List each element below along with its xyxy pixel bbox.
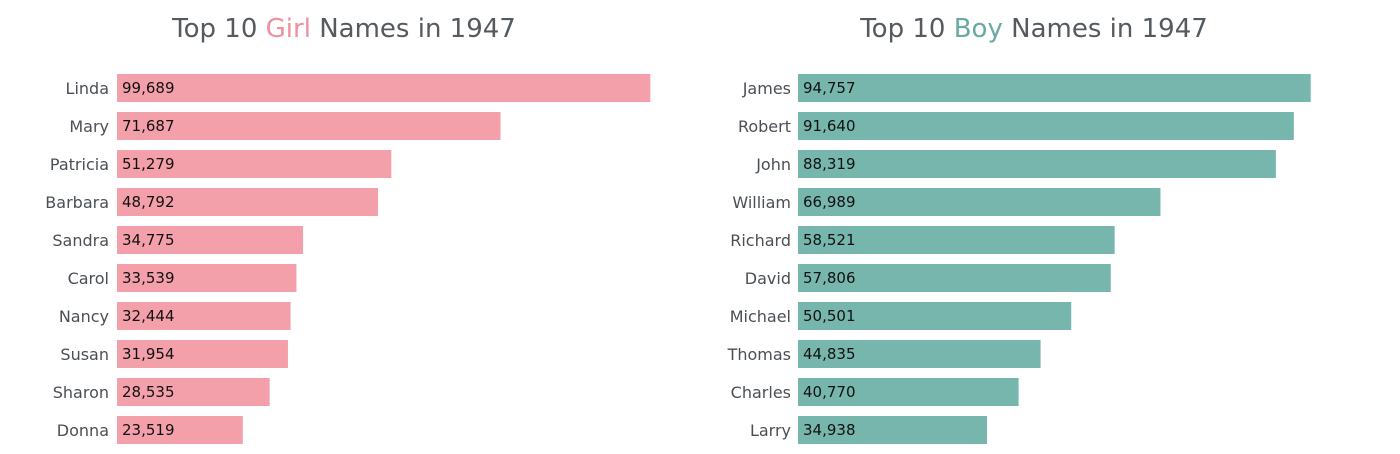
girl-value-label: 23,519 [122, 421, 175, 439]
boy-value-label: 91,640 [803, 117, 856, 135]
girl-category-label: Mary [69, 117, 109, 136]
boy-chart-title: Top 10 Boy Names in 1947 [700, 14, 1368, 44]
girl-bar-plot: Linda 99,689 Mary 71,687 Patricia 51,279 Barba… [45, 74, 651, 444]
girl-category-label: Sharon [53, 383, 109, 402]
girl-value-label: 99,689 [122, 79, 175, 97]
boy-names-chart: Top 10 Boy Names in 1947 James 94,757 Robe… [700, 0, 1400, 454]
boy-bar-william [798, 188, 1161, 216]
girl-value-label: 32,444 [122, 307, 175, 325]
boy-bar-thomas [798, 340, 1041, 368]
boy-bar-david [798, 264, 1111, 292]
boy-title-prefix: Top 10 [860, 14, 954, 44]
girl-category-label: Carol [68, 269, 109, 288]
girl-category-label: Linda [66, 79, 109, 98]
girl-value-label: 51,279 [122, 155, 175, 173]
girl-bar-patricia [117, 150, 392, 178]
girl-value-label: 31,954 [122, 345, 175, 363]
girl-category-label: Nancy [59, 307, 109, 326]
girl-title-highlight: Girl [265, 14, 311, 44]
boy-category-label: James [742, 79, 791, 98]
girl-bar-mary [117, 112, 501, 140]
girl-chart-title: Top 10 Girl Names in 1947 [0, 14, 688, 44]
girl-bar-linda [117, 74, 651, 102]
girl-bar-susan [117, 340, 288, 368]
girl-value-label: 48,792 [122, 193, 175, 211]
boy-category-label: Robert [738, 117, 791, 136]
girl-value-label: 34,775 [122, 231, 175, 249]
boy-value-label: 94,757 [803, 79, 856, 97]
boy-category-label: Charles [731, 383, 791, 402]
boy-title-suffix: Names in 1947 [1002, 14, 1208, 44]
boy-bar-richard [798, 226, 1115, 254]
boy-value-label: 34,938 [803, 421, 856, 439]
boy-category-label: David [745, 269, 791, 288]
boy-title-highlight: Boy [953, 14, 1003, 44]
girl-category-label: Susan [60, 345, 109, 364]
boy-bar-charles [798, 378, 1019, 406]
boy-category-label: Richard [730, 231, 791, 250]
girl-title-suffix: Names in 1947 [310, 14, 516, 44]
girl-bar-donna [117, 416, 243, 444]
boy-value-label: 57,806 [803, 269, 856, 287]
girl-category-label: Barbara [45, 193, 109, 212]
girl-category-label: Donna [57, 421, 109, 440]
girl-bar-sharon [117, 378, 270, 406]
girl-value-label: 28,535 [122, 383, 175, 401]
girl-title-prefix: Top 10 [172, 14, 266, 44]
boy-value-label: 66,989 [803, 193, 856, 211]
girl-bar-carol [117, 264, 297, 292]
boy-value-label: 88,319 [803, 155, 856, 173]
boy-bar-john [798, 150, 1276, 178]
boy-value-label: 50,501 [803, 307, 856, 325]
boy-category-label: Larry [750, 421, 791, 440]
girl-bar-nancy [117, 302, 291, 330]
boy-value-label: 44,835 [803, 345, 856, 363]
girl-value-label: 71,687 [122, 117, 175, 135]
boy-category-label: John [755, 155, 791, 174]
girl-category-label: Sandra [52, 231, 109, 250]
boy-bar-robert [798, 112, 1294, 140]
boy-bar-james [798, 74, 1311, 102]
boy-category-label: Michael [730, 307, 791, 326]
boy-bar-plot: James 94,757 Robert 91,640 John 88,319 William… [727, 74, 1311, 444]
boy-bar-larry [798, 416, 988, 444]
girl-category-label: Patricia [50, 155, 109, 174]
girl-value-label: 33,539 [122, 269, 175, 287]
boy-value-label: 40,770 [803, 383, 856, 401]
boy-category-label: Thomas [727, 345, 791, 364]
boy-value-label: 58,521 [803, 231, 856, 249]
girl-names-chart: Top 10 Girl Names in 1947 Linda 99,689 Mar… [0, 14, 688, 444]
boy-bar-michael [798, 302, 1072, 330]
girl-bar-sandra [117, 226, 304, 254]
boy-category-label: William [732, 193, 791, 212]
girl-bar-barbara [117, 188, 379, 216]
